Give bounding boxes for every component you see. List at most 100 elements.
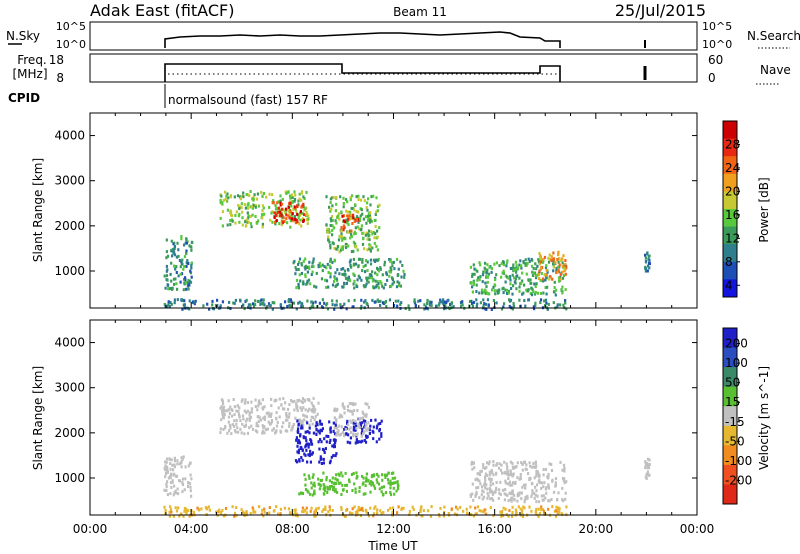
data-cell: [561, 261, 564, 265]
data-cell: [288, 403, 291, 406]
data-cell: [184, 465, 187, 469]
data-cell: [453, 512, 456, 516]
data-cell: [281, 207, 284, 211]
data-cell: [371, 270, 374, 274]
data-cell: [374, 218, 377, 222]
data-cell: [487, 272, 491, 276]
data-cell: [373, 241, 376, 245]
data-cell: [251, 197, 254, 201]
data-cell: [498, 488, 501, 492]
data-cell: [354, 402, 357, 406]
data-cell: [390, 284, 393, 288]
data-cell: [198, 508, 201, 512]
data-cell: [328, 240, 331, 244]
data-cell: [299, 406, 302, 410]
data-cell: [365, 231, 368, 235]
freq-tick-top: 18: [49, 53, 64, 67]
data-cell: [359, 214, 362, 218]
y-tick-label: 3000: [54, 174, 85, 188]
data-cell: [557, 268, 560, 272]
data-cell: [333, 280, 336, 283]
data-cell: [486, 291, 489, 295]
data-cell: [329, 438, 332, 442]
data-cell: [241, 510, 245, 514]
data-cell: [349, 210, 352, 214]
data-cell: [430, 304, 433, 307]
data-cell: [180, 461, 183, 465]
data-cell: [358, 218, 361, 222]
data-cell: [331, 476, 334, 480]
data-cell: [247, 214, 250, 218]
data-cell: [485, 271, 488, 275]
data-cell: [304, 267, 307, 271]
data-cell: [369, 490, 372, 494]
data-cell: [303, 265, 306, 269]
data-cell: [312, 265, 315, 268]
data-cell: [296, 404, 299, 408]
data-cell: [527, 257, 530, 261]
data-cell: [166, 268, 169, 272]
colorbar-frame: [722, 327, 738, 505]
data-cell: [365, 282, 368, 286]
data-cell: [344, 237, 347, 241]
data-cell: [393, 476, 397, 480]
data-cell: [473, 272, 476, 276]
data-cell: [475, 298, 478, 302]
data-cell: [260, 190, 263, 194]
data-cell: [327, 235, 330, 239]
data-cell: [376, 205, 380, 208]
data-cell: [371, 429, 374, 433]
data-cell: [357, 198, 360, 201]
data-cell: [532, 267, 535, 270]
data-cell: [350, 232, 353, 236]
data-cell: [508, 298, 511, 302]
data-cell: [474, 506, 477, 510]
data-cell: [392, 280, 395, 284]
data-cell: [293, 408, 296, 412]
data-cell: [379, 304, 382, 307]
data-cell: [191, 241, 194, 244]
data-cell: [531, 274, 535, 277]
data-cell: [532, 462, 535, 465]
data-cell: [396, 485, 400, 489]
data-cell: [333, 408, 336, 412]
data-cell: [227, 415, 231, 419]
data-cell: [497, 466, 501, 470]
data-cell: [519, 259, 522, 263]
data-cell: [541, 481, 544, 485]
data-cell: [555, 268, 558, 272]
data-cell: [511, 492, 514, 496]
data-cell: [461, 303, 464, 307]
data-cell: [312, 257, 315, 261]
data-cell: [372, 437, 375, 441]
data-cell: [227, 196, 230, 200]
data-cell: [326, 487, 329, 491]
data-cell: [297, 262, 300, 266]
data-cell: [170, 249, 173, 253]
data-cell: [221, 415, 225, 419]
data-cell: [376, 511, 379, 515]
data-cell: [559, 303, 562, 307]
data-cell: [338, 250, 341, 254]
data-cell: [511, 489, 514, 493]
data-cell: [565, 505, 568, 509]
data-cell: [297, 203, 300, 207]
data-cell: [548, 258, 551, 261]
data-cell: [381, 284, 384, 288]
data-cell: [367, 276, 370, 280]
data-cell: [482, 290, 486, 294]
data-cell: [482, 490, 485, 494]
data-cell: [327, 238, 330, 242]
data-cell: [349, 279, 352, 282]
data-cell: [559, 277, 562, 281]
data-cell: [362, 217, 365, 221]
data-cell: [456, 507, 459, 511]
data-cell: [413, 298, 416, 302]
data-cell: [533, 496, 536, 500]
data-cell: [176, 287, 179, 291]
data-cell: [228, 423, 232, 427]
data-cell: [310, 440, 313, 444]
colorbar-tick-label: 100: [725, 356, 748, 370]
data-cell: [219, 511, 222, 514]
data-cell: [542, 291, 545, 295]
